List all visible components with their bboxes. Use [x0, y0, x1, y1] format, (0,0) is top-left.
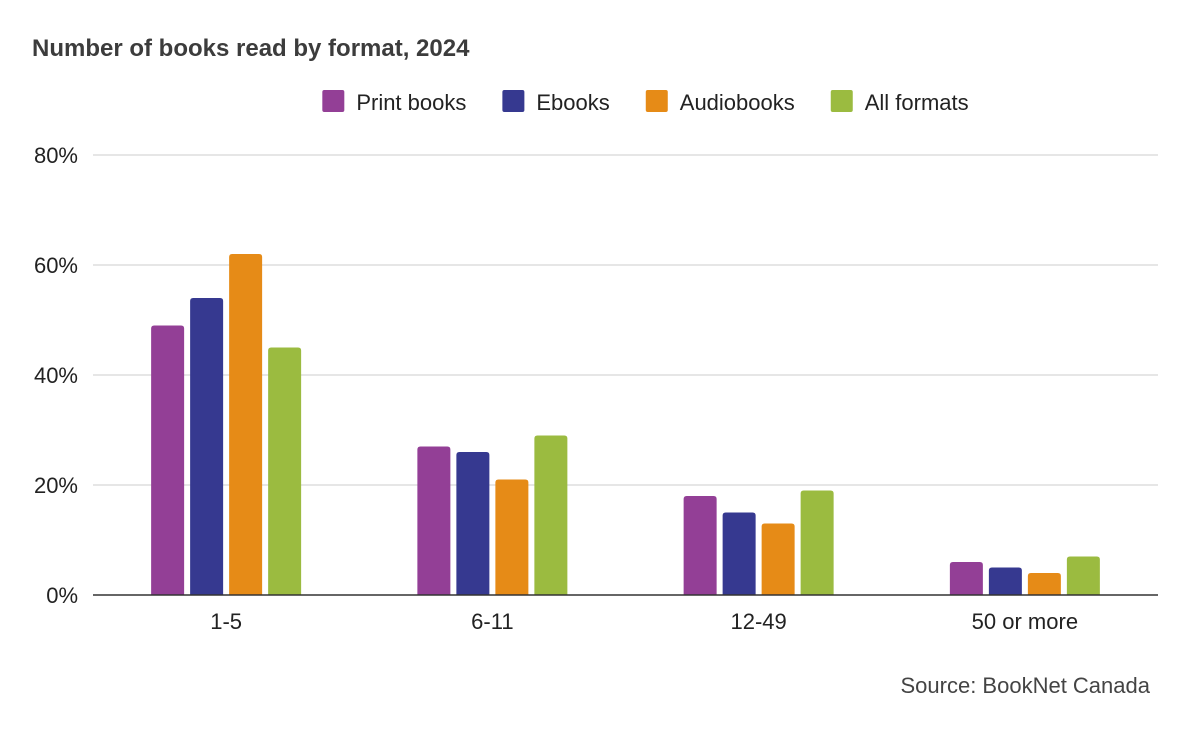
x-tick-label-50-or-more: 50 or more [972, 609, 1078, 634]
x-tick-label-6-11: 6-11 [471, 609, 513, 634]
legend-label-ebooks: Ebooks [536, 90, 609, 115]
bar-all-formats-12-49 [800, 490, 834, 595]
legend-swatch-print-books [322, 90, 345, 112]
bar-all-formats-1-5 [268, 347, 302, 595]
bar-print-books-50-or-more [949, 562, 983, 595]
chart-title: Number of books read by format, 2024 [32, 35, 470, 62]
legend: Print books Ebooks Audiobooks All formats [322, 90, 969, 115]
bar-print-books-6-11 [417, 446, 451, 595]
legend-swatch-ebooks [502, 90, 525, 112]
y-tick-label-0: 0% [46, 583, 78, 608]
x-tick-label-1-5: 1-5 [210, 609, 242, 634]
x-axis: 1-5 6-11 12-49 50 or more [210, 609, 1078, 634]
bar-audiobooks-12-49 [761, 523, 795, 595]
bar-audiobooks-6-11 [495, 479, 529, 595]
bar-ebooks-50-or-more [988, 567, 1022, 595]
x-tick-label-12-49: 12-49 [730, 609, 786, 634]
bars [151, 254, 1100, 595]
bar-ebooks-6-11 [456, 452, 490, 595]
bar-audiobooks-1-5 [229, 254, 263, 595]
y-tick-label-20: 20% [34, 473, 78, 498]
y-tick-label-60: 60% [34, 253, 78, 278]
bar-ebooks-1-5 [190, 298, 224, 595]
bar-all-formats-50-or-more [1066, 556, 1100, 595]
bar-ebooks-12-49 [722, 512, 756, 595]
legend-label-print-books: Print books [356, 90, 466, 115]
y-tick-label-40: 40% [34, 363, 78, 388]
legend-swatch-audiobooks [645, 90, 668, 112]
legend-label-audiobooks: Audiobooks [680, 90, 795, 115]
y-axis: 0% 20% 40% 60% 80% [34, 143, 78, 608]
bar-all-formats-6-11 [534, 435, 568, 595]
bar-print-books-1-5 [151, 325, 185, 595]
source-note: Source: BookNet Canada [901, 673, 1151, 698]
legend-swatch-all-formats [830, 90, 853, 112]
bar-print-books-12-49 [683, 496, 717, 595]
bar-audiobooks-50-or-more [1027, 573, 1061, 595]
legend-label-all-formats: All formats [865, 90, 969, 115]
y-tick-label-80: 80% [34, 143, 78, 168]
